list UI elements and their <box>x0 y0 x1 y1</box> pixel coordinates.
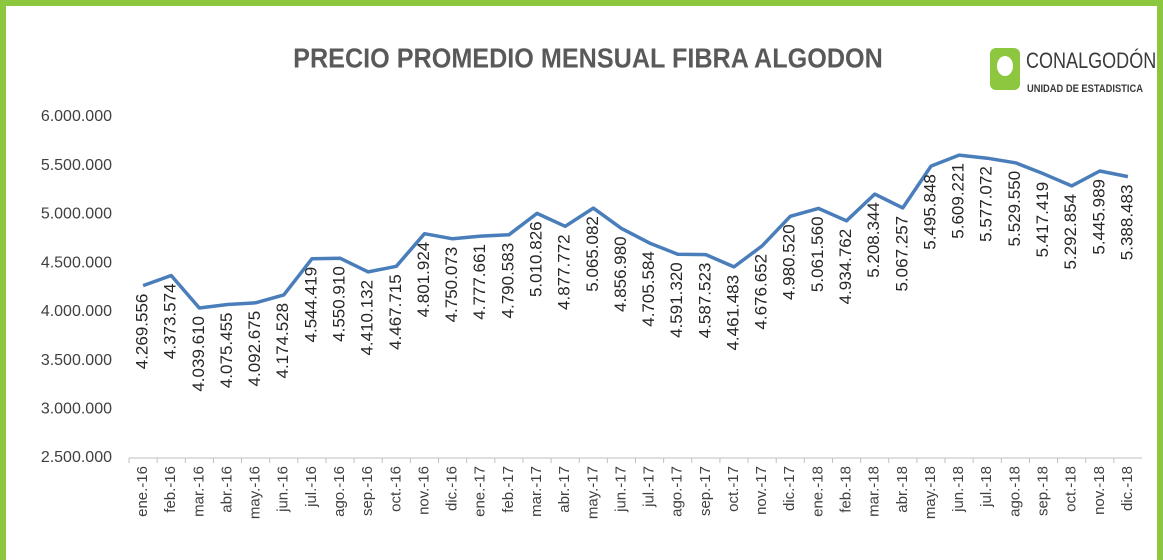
x-tick-label: ene.-18 <box>809 466 826 517</box>
x-tick-label: dic.-17 <box>781 466 798 511</box>
data-label: 4.591.320 <box>667 262 686 338</box>
data-label: 4.934.762 <box>836 229 855 305</box>
x-tick-label: ago.-17 <box>669 466 686 517</box>
y-tick-label: 6.000.000 <box>41 108 112 125</box>
data-label: 4.039.610 <box>189 316 208 392</box>
data-label: 4.750.073 <box>442 247 461 323</box>
data-label: 4.461.483 <box>723 275 742 351</box>
x-tick-label: oct.-17 <box>725 466 742 512</box>
x-tick-label: oct.-18 <box>1063 466 1080 512</box>
logo-boll <box>997 56 1013 76</box>
logo: CONALGODÓN UNIDAD DE ESTADISTICA <box>990 48 1156 95</box>
data-label: 4.980.520 <box>780 224 799 300</box>
logo-subtitle: UNIDAD DE ESTADISTICA <box>1027 83 1144 95</box>
data-label: 5.010.826 <box>526 221 545 297</box>
data-label: 5.495.848 <box>920 174 939 250</box>
x-tick-label: feb.-16 <box>162 466 179 513</box>
x-tick-label: may.-17 <box>584 466 601 519</box>
x-tick-label: nov.-18 <box>1091 466 1108 515</box>
x-tick-label: jul.-18 <box>978 466 995 508</box>
x-tick-label: jul.-16 <box>303 466 320 508</box>
data-label: 5.208.344 <box>864 202 883 278</box>
x-tick-label: mar.-17 <box>528 466 545 517</box>
x-tick-label: sep.-17 <box>697 466 714 516</box>
data-label: 4.790.583 <box>498 243 517 319</box>
x-tick-label: jun.-18 <box>950 466 967 513</box>
x-tick-label: ago.-16 <box>331 466 348 517</box>
x-tick-label: nov.-16 <box>415 466 432 515</box>
y-tick-label: 4.000.000 <box>41 303 112 320</box>
data-label: 4.467.715 <box>386 274 405 350</box>
data-label: 4.550.910 <box>330 266 349 342</box>
x-tick-label: dic.-18 <box>1119 466 1136 511</box>
y-tick-label: 4.500.000 <box>41 254 112 271</box>
x-tick-label: ago.-18 <box>1006 466 1023 517</box>
data-label: 4.269.556 <box>133 294 152 370</box>
data-label: 5.609.221 <box>949 163 968 239</box>
data-label: 5.417.419 <box>1033 182 1052 258</box>
x-tick-label: nov.-17 <box>753 466 770 515</box>
x-tick-label: jun.-16 <box>275 466 292 513</box>
data-label: 4.777.661 <box>470 244 489 320</box>
x-tick-label: dic.-16 <box>444 466 461 511</box>
y-tick-label: 3.000.000 <box>41 401 112 418</box>
data-label: 4.877.772 <box>555 234 574 310</box>
y-tick-label: 3.500.000 <box>41 352 112 369</box>
x-tick-label: may.-18 <box>922 466 939 519</box>
data-label: 5.292.854 <box>1061 194 1080 270</box>
x-tick-label: oct.-16 <box>387 466 404 512</box>
data-label: 5.067.257 <box>892 216 911 292</box>
data-label: 4.587.523 <box>695 263 714 339</box>
x-tick-label: feb.-18 <box>838 466 855 513</box>
chart-title: PRECIO PROMEDIO MENSUAL FIBRA ALGODON <box>293 42 883 74</box>
x-tick-label: jun.-17 <box>612 466 629 513</box>
data-label: 4.676.652 <box>752 254 771 330</box>
logo-name: CONALGODÓN <box>1026 48 1156 73</box>
data-label: 4.856.980 <box>611 236 630 312</box>
x-tick-label: abr.-16 <box>218 466 235 513</box>
data-label: 4.174.528 <box>273 303 292 379</box>
data-label: 4.075.455 <box>217 313 236 389</box>
x-tick-label: mar.-18 <box>866 466 883 517</box>
data-label: 4.410.132 <box>358 280 377 356</box>
x-tick-label: mar.-16 <box>190 466 207 517</box>
y-tick-label: 2.500.000 <box>41 449 112 466</box>
x-tick-label: may.-16 <box>247 466 264 519</box>
x-tick-label: sep.-18 <box>1034 466 1051 516</box>
data-label: 5.061.560 <box>808 216 827 292</box>
line <box>142 153 1129 310</box>
x-tick-label: jul.-17 <box>641 466 658 508</box>
x-tick-label: feb.-17 <box>500 466 517 513</box>
data-label: 4.705.584 <box>639 251 658 327</box>
data-label: 4.544.419 <box>301 267 320 343</box>
data-label: 5.529.550 <box>1005 171 1024 247</box>
x-tick-label: abr.-18 <box>894 466 911 513</box>
y-tick-label: 5.500.000 <box>41 157 112 174</box>
x-tick-label: ene.-16 <box>134 466 151 517</box>
data-label: 4.092.675 <box>245 311 264 387</box>
data-label: 4.801.924 <box>414 242 433 318</box>
data-label: 5.445.989 <box>1089 179 1108 255</box>
x-tick-label: sep.-16 <box>359 466 376 516</box>
data-label: 5.577.072 <box>977 166 996 242</box>
data-label: 4.373.574 <box>161 283 180 359</box>
data-label: 5.388.483 <box>1117 185 1136 261</box>
data-label: 5.065.082 <box>583 216 602 292</box>
y-tick-label: 5.000.000 <box>41 206 112 223</box>
x-tick-label: abr.-17 <box>556 466 573 513</box>
x-tick-label: ene.-17 <box>472 466 489 517</box>
